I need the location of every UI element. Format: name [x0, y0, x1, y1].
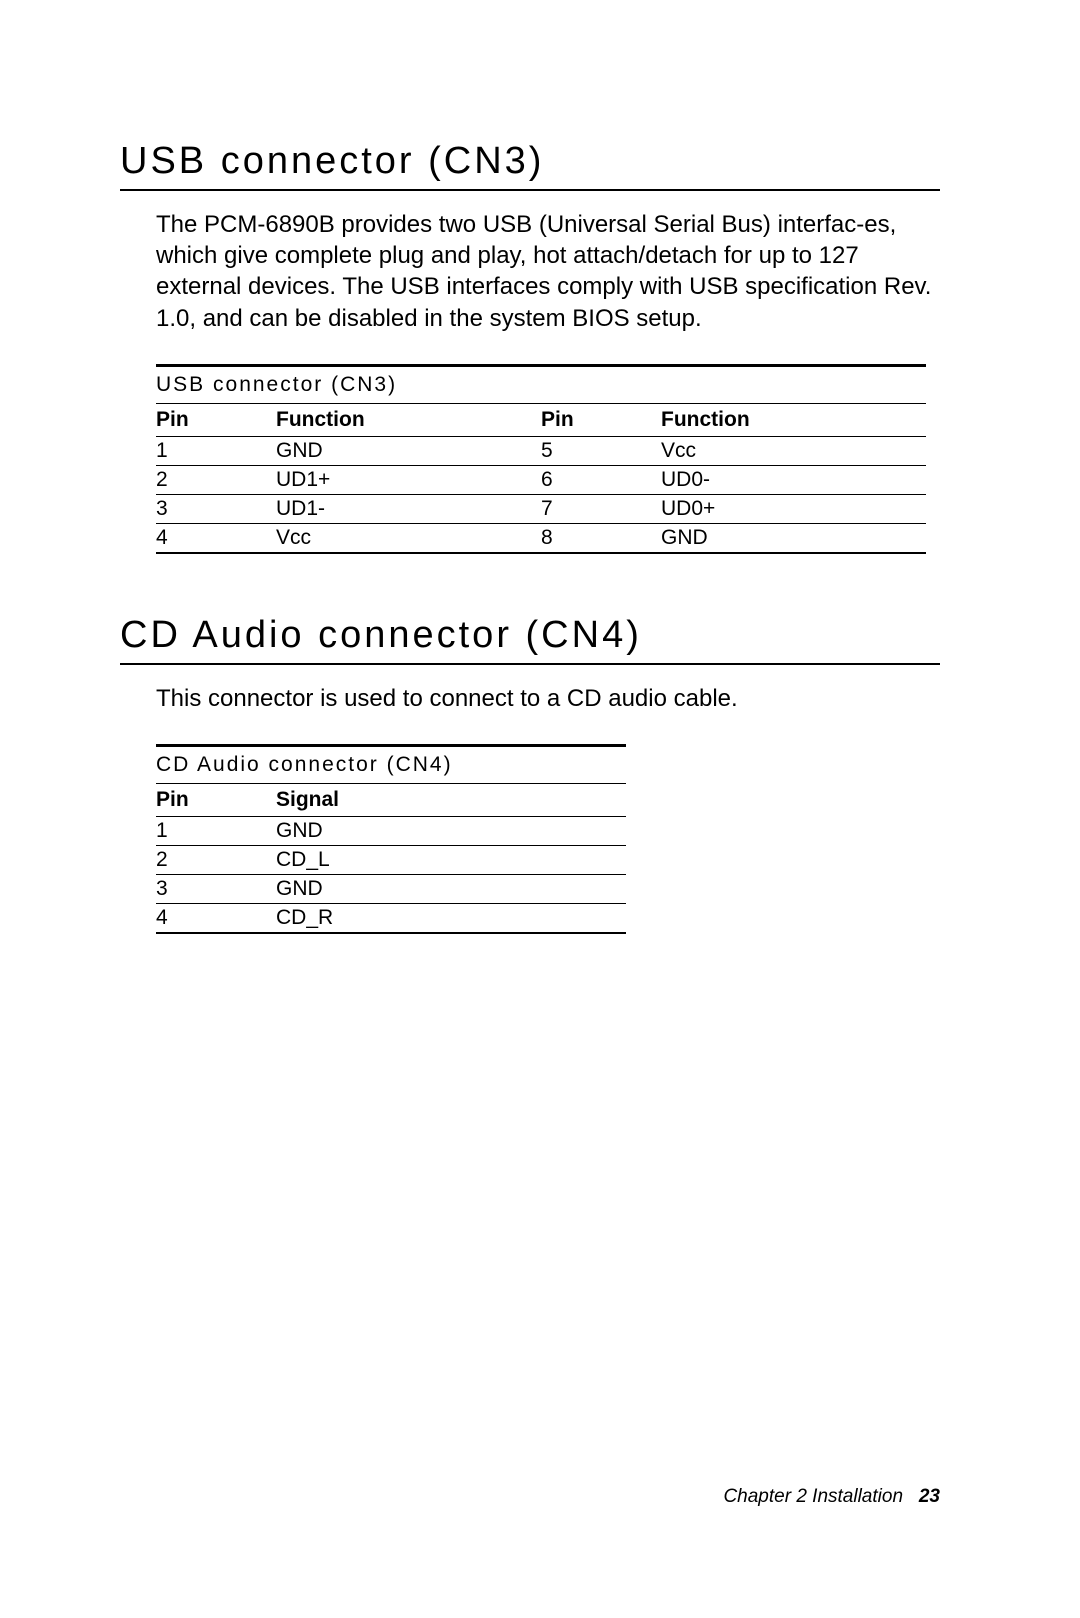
usb-heading: USB connector (CN3): [120, 140, 940, 191]
table-row: 2 CD_L: [156, 845, 626, 874]
cell: 3: [156, 874, 276, 903]
footer-chapter: Chapter 2 Installation: [723, 1486, 903, 1507]
cd-table: CD Audio connector (CN4) Pin Signal 1 GN…: [156, 744, 626, 934]
table-header-row: Pin Signal: [156, 783, 626, 816]
cell: 4: [156, 903, 276, 933]
cell: 2: [156, 465, 276, 494]
usb-paragraph: The PCM-6890B provides two USB (Universa…: [156, 209, 940, 334]
cell: UD0+: [661, 494, 926, 523]
table-row: 4 Vcc 8 GND: [156, 523, 926, 553]
cell: CD_L: [276, 845, 626, 874]
cell: 2: [156, 845, 276, 874]
cd-table-caption: CD Audio connector (CN4): [156, 745, 626, 783]
table-row: 1 GND: [156, 816, 626, 845]
cell: Vcc: [661, 436, 926, 465]
cd-heading: CD Audio connector (CN4): [120, 614, 940, 665]
table-row: 1 GND 5 Vcc: [156, 436, 926, 465]
cell: CD_R: [276, 903, 626, 933]
cell: 8: [541, 523, 661, 553]
usb-table-caption: USB connector (CN3): [156, 365, 926, 403]
cd-paragraph: This connector is used to connect to a C…: [156, 683, 940, 714]
usb-table: USB connector (CN3) Pin Function Pin Fun…: [156, 364, 926, 554]
footer-page-number: 23: [919, 1486, 940, 1507]
cell: UD1-: [276, 494, 541, 523]
cell: 1: [156, 816, 276, 845]
cell: GND: [276, 436, 541, 465]
cell: UD1+: [276, 465, 541, 494]
table-row: 2 UD1+ 6 UD0-: [156, 465, 926, 494]
table-row: 3 UD1- 7 UD0+: [156, 494, 926, 523]
cell: 6: [541, 465, 661, 494]
cell: 1: [156, 436, 276, 465]
cell: 4: [156, 523, 276, 553]
cell: GND: [276, 816, 626, 845]
cell: 3: [156, 494, 276, 523]
cell: GND: [661, 523, 926, 553]
col-header: Pin: [156, 403, 276, 436]
cell: 7: [541, 494, 661, 523]
table-row: 4 CD_R: [156, 903, 626, 933]
col-header: Function: [276, 403, 541, 436]
col-header: Function: [661, 403, 926, 436]
col-header: Signal: [276, 783, 626, 816]
table-row: 3 GND: [156, 874, 626, 903]
col-header: Pin: [156, 783, 276, 816]
cell: 5: [541, 436, 661, 465]
table-header-row: Pin Function Pin Function: [156, 403, 926, 436]
page-footer: Chapter 2 Installation 23: [723, 1486, 940, 1508]
cell: GND: [276, 874, 626, 903]
cell: Vcc: [276, 523, 541, 553]
cell: UD0-: [661, 465, 926, 494]
col-header: Pin: [541, 403, 661, 436]
